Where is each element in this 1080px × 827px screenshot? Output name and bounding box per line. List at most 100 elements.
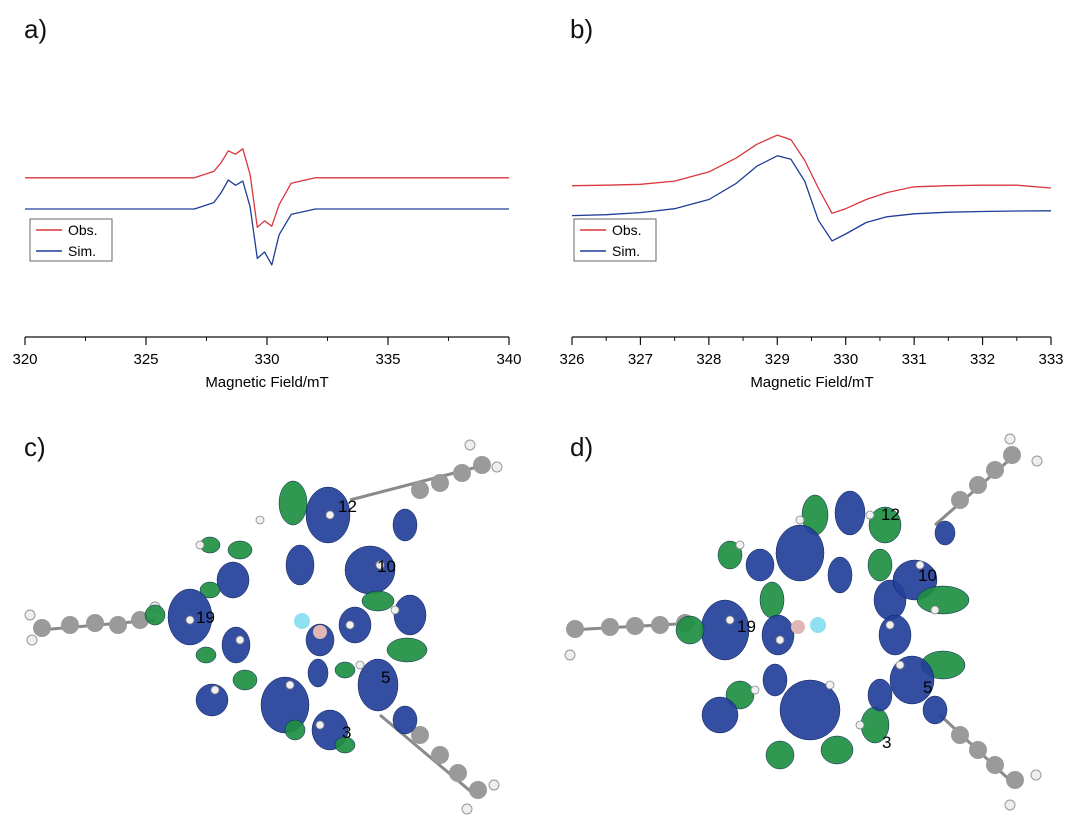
spin-lobe-positive [392, 705, 418, 735]
spin-lobe-negative [144, 604, 166, 626]
legend-label-sim: Sim. [68, 243, 96, 259]
legend-label-obs: Obs. [612, 222, 642, 238]
hydrogen-atom [775, 635, 785, 645]
legend: Obs. Sim. [573, 218, 657, 262]
spin-lobe-negative [227, 540, 253, 560]
hydrogen-atom [795, 515, 805, 525]
spin-lobe-negative [675, 615, 705, 645]
spin-lobe-positive [779, 679, 841, 741]
spin-lobe-positive [878, 614, 912, 656]
spin-lobe-negative [284, 719, 306, 741]
spin-lobe-negative [334, 736, 356, 754]
spin-lobe-positive [357, 658, 399, 712]
spin-lobe-negative [759, 581, 785, 619]
spin-lobe-positive [922, 695, 948, 725]
x-tick-label: 333 [1038, 351, 1063, 368]
spin-lobe-positive [338, 606, 372, 644]
x-tick-label: 320 [12, 351, 37, 368]
spin-lobe-positive [867, 678, 893, 712]
x-tick-label: 330 [833, 351, 858, 368]
central-boron-fluoride [791, 617, 826, 634]
series-layer [571, 134, 1052, 242]
atom-label-5: 5 [381, 668, 390, 687]
x-axis-label: Magnetic Field/mT [750, 374, 873, 391]
x-tick-label: 340 [496, 351, 521, 368]
spin-lobe-negative [334, 661, 356, 679]
panel-d-label: d) [570, 432, 594, 462]
hydrogen-atom [825, 680, 835, 690]
spin-lobe-positive [761, 614, 795, 656]
spin-lobe-negative [361, 590, 395, 612]
series-line-sim [571, 155, 1052, 242]
series-line-sim [25, 179, 509, 266]
series-line-obs [571, 134, 1052, 214]
spin-lobe-negative [765, 740, 795, 770]
spin-lobe-positive [285, 544, 315, 586]
hydrogen-atom [185, 615, 195, 625]
spin-lobe-positive [195, 683, 229, 717]
spin-lobe-negative [386, 637, 428, 663]
atom-label-3: 3 [882, 733, 891, 752]
spin-lobe-positive [934, 520, 956, 546]
panel-a-label: a) [24, 14, 48, 44]
spin-lobe-negative [868, 506, 902, 544]
hydrogen-atom [895, 660, 905, 670]
hydrogen-atom [885, 620, 895, 630]
x-tick-label: 331 [902, 351, 927, 368]
x-tick-label: 335 [375, 351, 400, 368]
aryl-group-bottom [951, 726, 1042, 811]
spin-lobe-positive [307, 658, 329, 688]
spin-lobe-negative [195, 646, 217, 664]
spin-lobe-positive [392, 508, 418, 542]
atom-label-10: 10 [918, 566, 937, 585]
spin-lobe-positive [393, 594, 427, 636]
hydrogen-atom [750, 685, 760, 695]
spin-lobe-positive [216, 561, 250, 599]
spin-density-structure-d: 12 10 19 5 3 [564, 433, 1043, 811]
legend-box [29, 218, 113, 262]
x-tick-label: 329 [765, 351, 790, 368]
spin-lobes [144, 480, 428, 754]
x-ticks: 326 327 328 329 330 331 332 333 [559, 337, 1064, 368]
aryl-group-left [24, 601, 161, 646]
spin-lobe-positive [701, 696, 739, 734]
legend: Obs. Sim. [29, 218, 113, 262]
epr-chart-b: 326 327 328 329 330 331 332 333 Magnetic Field/… [559, 134, 1064, 391]
panel-c-label: c) [24, 432, 46, 462]
x-tick-label: 327 [628, 351, 653, 368]
spin-lobe-positive [260, 676, 310, 734]
x-axis-label: Magnetic Field/mT [205, 374, 328, 391]
hydrogen-atom [865, 510, 875, 520]
epr-chart-a: 320 325 330 335 340 Magnetic Field/mT Obs. S… [12, 148, 522, 391]
series-line-obs [25, 148, 509, 228]
central-boron-fluoride [294, 613, 327, 639]
legend-label-sim: Sim. [612, 243, 640, 259]
aryl-group-left [564, 614, 694, 661]
hydrogen-atom [345, 620, 355, 630]
spin-lobe-negative [278, 480, 308, 526]
x-tick-label: 330 [254, 351, 279, 368]
spin-lobe-negative [820, 735, 854, 765]
legend-label-obs: Obs. [68, 222, 98, 238]
spin-lobe-positive [221, 626, 251, 664]
atom-label-10: 10 [377, 557, 396, 576]
hydrogen-atom [375, 560, 385, 570]
atom-label-19: 19 [737, 617, 756, 636]
aryl-group-top [411, 439, 503, 499]
hydrogen-atom [725, 615, 735, 625]
spin-lobe-positive [745, 548, 775, 582]
series-layer [25, 148, 509, 266]
spin-lobe-positive [827, 556, 853, 594]
x-tick-label: 332 [970, 351, 995, 368]
spin-lobe-negative [916, 585, 970, 615]
hydrogen-atom [195, 540, 205, 550]
atom-label-5: 5 [923, 678, 932, 697]
spin-density-structure-c: 12 10 19 5 3 [24, 439, 503, 815]
atom-label-19: 19 [196, 608, 215, 627]
hydrogen-atom [355, 660, 365, 670]
spin-lobe-positive [834, 490, 866, 536]
hydrogen-atom [390, 605, 400, 615]
hydrogen-atom [325, 510, 335, 520]
hydrogen-atom [855, 720, 865, 730]
spin-lobe-negative [867, 548, 893, 582]
